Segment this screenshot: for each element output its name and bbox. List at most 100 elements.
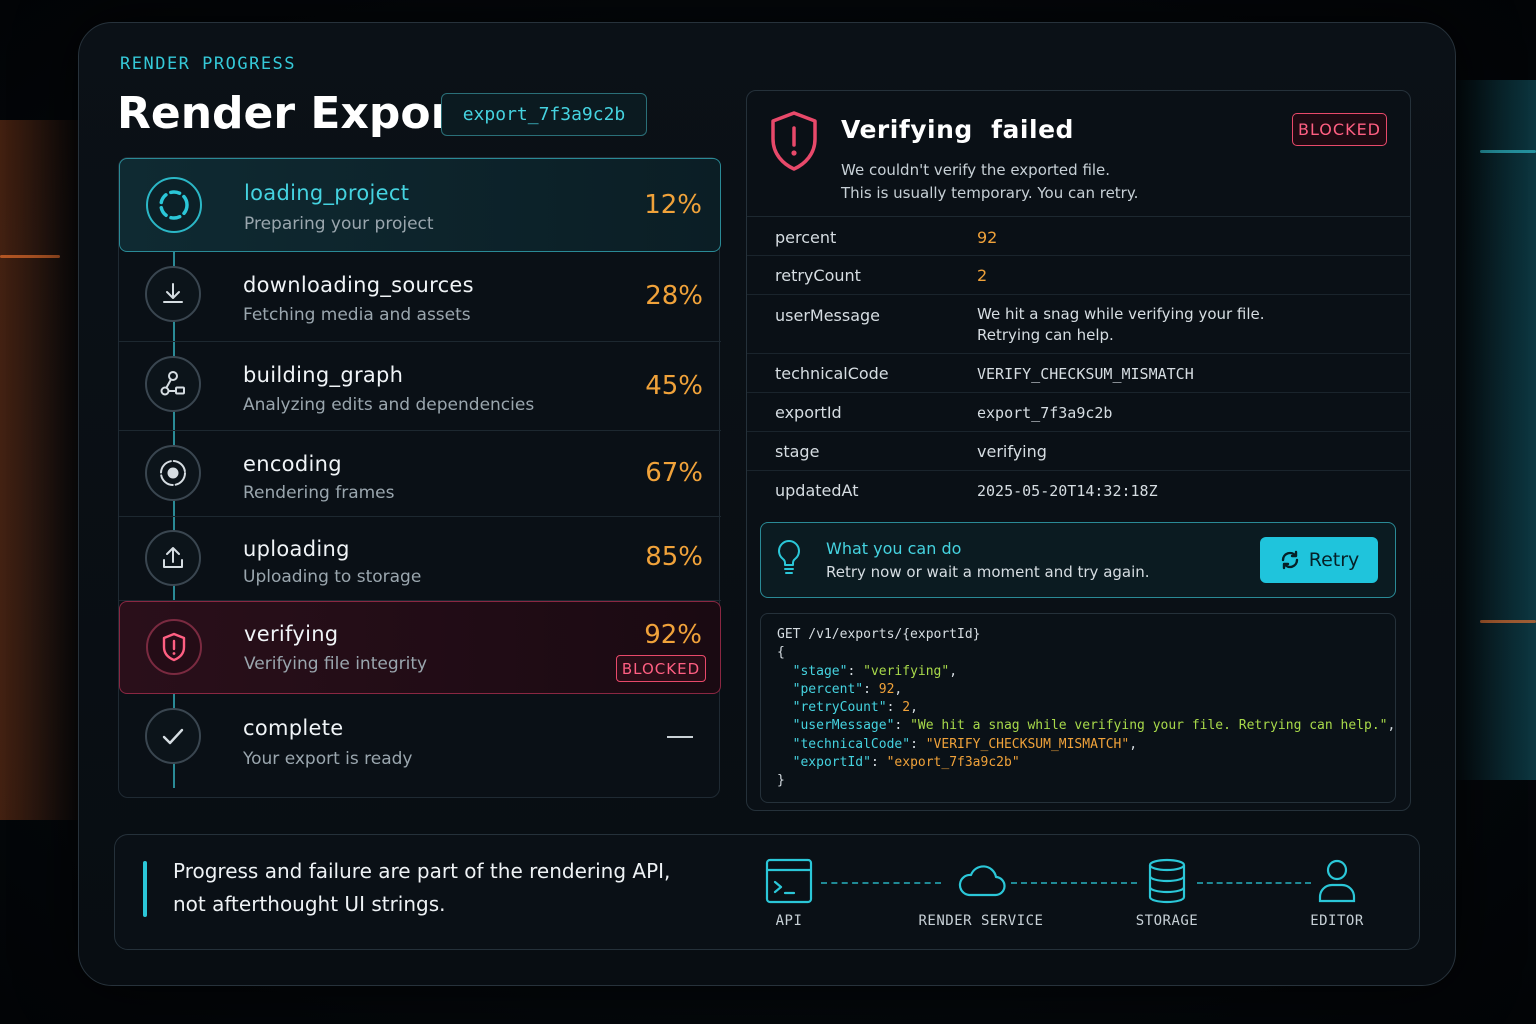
user-icon: [1318, 859, 1356, 903]
flow-node-label: STORAGE: [1135, 913, 1199, 929]
check-icon: [145, 708, 201, 764]
code-value: 92: [878, 681, 895, 697]
code-key: "technicalCode": [792, 736, 911, 752]
error-message-line: We couldn't verify the exported file.: [841, 161, 1111, 179]
code-brace: {: [777, 645, 785, 661]
retry-button-label: Retry: [1308, 549, 1360, 571]
detail-key: percent: [775, 228, 837, 247]
step-percent: 28%: [645, 281, 703, 311]
step-name: downloading_sources: [243, 273, 474, 297]
eyebrow-label: RENDER PROGRESS: [120, 54, 297, 74]
code-key: "exportId": [792, 755, 871, 771]
error-header: Verifying failed BLOCKED We couldn't ver…: [747, 91, 1410, 217]
step-name: building_graph: [243, 363, 404, 387]
suggestion-card: What you can do Retry now or wait a mome…: [760, 522, 1396, 598]
step-percent: 12%: [644, 190, 702, 220]
step-encoding[interactable]: encoding Rendering frames 67%: [119, 431, 721, 517]
footer-text-line: Progress and failure are part of the ren…: [173, 859, 671, 883]
flow-node-label: EDITOR: [1310, 913, 1364, 929]
lightbulb-icon: [775, 538, 803, 582]
step-downloading-sources[interactable]: downloading_sources Fetching media and a…: [119, 252, 721, 342]
flow-connector: [821, 882, 941, 884]
detail-row-percent: percent 92: [747, 217, 1410, 256]
step-building-graph[interactable]: building_graph Analyzing edits and depen…: [119, 342, 721, 431]
code-brace: }: [777, 773, 785, 789]
progress-steps: loading_project Preparing your project 1…: [118, 157, 721, 798]
step-verifying[interactable]: verifying Verifying file integrity 92% B…: [119, 601, 721, 694]
spinner-icon: [146, 177, 202, 233]
export-id-chip[interactable]: export_7f3a9c2b: [441, 93, 647, 136]
flow-node-storage: STORAGE: [1127, 857, 1207, 929]
step-percent: 67%: [645, 458, 703, 488]
flow-node-api: API: [761, 857, 817, 929]
detail-value: We hit a snag while verifying your file.: [977, 305, 1265, 323]
detail-value: export_7f3a9c2b: [977, 404, 1113, 422]
flow-node-render-service: RENDER SERVICE: [911, 857, 1051, 929]
terminal-icon: [765, 858, 813, 904]
code-value: "export_7f3a9c2b": [886, 755, 1020, 771]
detail-key: stage: [775, 442, 820, 461]
code-key: "userMessage": [792, 718, 895, 734]
step-loading-project[interactable]: loading_project Preparing your project 1…: [119, 158, 721, 252]
step-complete[interactable]: complete Your export is ready: [119, 694, 721, 798]
suggestion-title: What you can do: [826, 539, 962, 558]
step-percent: 92%: [644, 620, 702, 650]
detail-row-export-id: exportId export_7f3a9c2b: [747, 393, 1410, 432]
detail-key: technicalCode: [775, 364, 889, 383]
footer-text-line: not afterthought UI strings.: [173, 892, 446, 916]
code-key: "stage": [792, 663, 848, 679]
background-light-streak: [1480, 620, 1536, 623]
error-title: Verifying failed: [841, 115, 1074, 144]
step-description: Fetching media and assets: [243, 305, 471, 325]
code-value: 2: [902, 700, 911, 716]
step-name: uploading: [243, 537, 350, 561]
step-description: Rendering frames: [243, 483, 395, 503]
architecture-footer: Progress and failure are part of the ren…: [114, 834, 1420, 950]
detail-value: Retrying can help.: [977, 326, 1114, 344]
code-request-line: GET /v1/exports/{exportId}: [777, 627, 981, 642]
flow-connector: [1197, 882, 1311, 884]
suggestion-text: Retry now or wait a moment and try again…: [826, 563, 1150, 581]
step-description: Preparing your project: [244, 214, 434, 234]
blocked-badge: BLOCKED: [616, 655, 706, 682]
detail-value: verifying: [977, 442, 1047, 461]
detail-key: exportId: [775, 403, 842, 422]
retry-button[interactable]: Retry: [1260, 537, 1378, 583]
step-percent: 45%: [645, 371, 703, 401]
background-glow-right: [1446, 80, 1536, 780]
blocked-badge: BLOCKED: [1292, 113, 1387, 146]
step-name: verifying: [244, 622, 339, 646]
code-key: "retryCount": [792, 700, 887, 716]
refresh-icon: [1281, 550, 1298, 570]
detail-value: 2: [977, 266, 988, 285]
step-pending-dash: [667, 736, 693, 738]
detail-key: updatedAt: [775, 481, 859, 500]
background-glow-left: [0, 120, 90, 820]
download-icon: [145, 266, 201, 322]
code-value: "verifying": [863, 663, 950, 679]
step-percent: 85%: [645, 542, 703, 572]
footer-accent-bar: [143, 861, 147, 917]
step-name: loading_project: [244, 181, 410, 205]
step-description: Uploading to storage: [243, 567, 422, 587]
flow-node-editor: EDITOR: [1301, 857, 1373, 929]
encoding-icon: [145, 445, 201, 501]
upload-icon: [145, 530, 201, 586]
graph-icon: [145, 356, 201, 412]
error-message-line: This is usually temporary. You can retry…: [841, 184, 1139, 202]
step-name: complete: [243, 716, 344, 740]
detail-value: VERIFY_CHECKSUM_MISMATCH: [977, 365, 1194, 383]
step-connector: [173, 228, 175, 788]
detail-value: 2025-05-20T14:32:18Z: [977, 482, 1158, 500]
flow-node-label: RENDER SERVICE: [918, 913, 1044, 929]
error-details-panel: Verifying failed BLOCKED We couldn't ver…: [746, 90, 1411, 811]
detail-row-technical-code: technicalCode VERIFY_CHECKSUM_MISMATCH: [747, 354, 1410, 393]
code-key: "percent": [792, 681, 864, 697]
cloud-icon: [958, 865, 1006, 897]
shield-alert-icon: [767, 109, 821, 179]
step-uploading[interactable]: uploading Uploading to storage 85%: [119, 517, 721, 601]
detail-row-updated-at: updatedAt 2025-05-20T14:32:18Z: [747, 471, 1410, 510]
background-light-streak: [1480, 150, 1536, 153]
code-value: "VERIFY_CHECKSUM_MISMATCH": [925, 736, 1130, 752]
detail-key: retryCount: [775, 266, 861, 285]
